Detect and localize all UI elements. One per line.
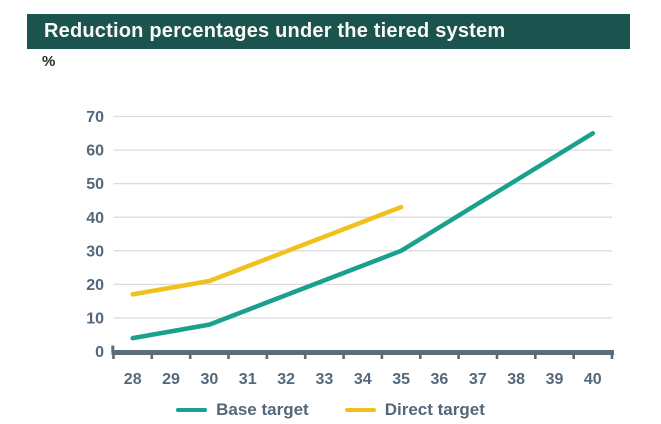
- chart-title: Reduction percentages under the tiered s…: [44, 20, 506, 42]
- y-tick-label: 30: [86, 243, 104, 260]
- series-line-direct-target: [130, 204, 404, 297]
- x-tick-label: 33: [316, 371, 334, 388]
- y-tick-label: 10: [86, 311, 104, 328]
- y-tick-label: 60: [86, 143, 104, 160]
- y-tick-label: 50: [86, 176, 104, 193]
- legend-item-direct-target: Direct target: [344, 400, 485, 420]
- y-tick-label: 40: [86, 210, 104, 227]
- x-tick-label: 31: [239, 371, 257, 388]
- legend-label-base-target: Base target: [216, 400, 309, 419]
- x-tick-label: 36: [431, 371, 449, 388]
- x-tick-label: 32: [277, 371, 295, 388]
- x-tick-label: 39: [546, 371, 564, 388]
- x-tick-label: 28: [124, 371, 142, 388]
- legend: Base target Direct target: [0, 399, 661, 421]
- legend-swatch-base-target: [176, 408, 208, 412]
- x-tick-label: 37: [469, 371, 487, 388]
- y-axis-unit-label: %: [42, 53, 56, 70]
- legend-item-base-target: Base target: [176, 400, 309, 420]
- x-tick-label: 35: [392, 371, 410, 388]
- x-tick-label: 29: [162, 371, 180, 388]
- x-tick-label: 38: [507, 371, 525, 388]
- title-banner: Reduction percentages under the tiered s…: [27, 14, 630, 49]
- x-tick-label: 30: [201, 371, 219, 388]
- y-tick-label: 70: [86, 109, 104, 126]
- x-tick-label: 34: [354, 371, 372, 388]
- legend-swatch-direct-target: [344, 408, 376, 412]
- y-tick-label: 20: [86, 277, 104, 294]
- series-line-base-target: [130, 131, 596, 341]
- legend-label-direct-target: Direct target: [384, 400, 485, 419]
- y-tick-label: 0: [95, 344, 104, 361]
- x-tick-label: 40: [584, 371, 602, 388]
